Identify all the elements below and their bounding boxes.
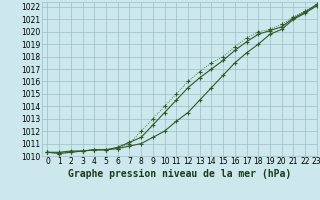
X-axis label: Graphe pression niveau de la mer (hPa): Graphe pression niveau de la mer (hPa)	[68, 169, 291, 179]
